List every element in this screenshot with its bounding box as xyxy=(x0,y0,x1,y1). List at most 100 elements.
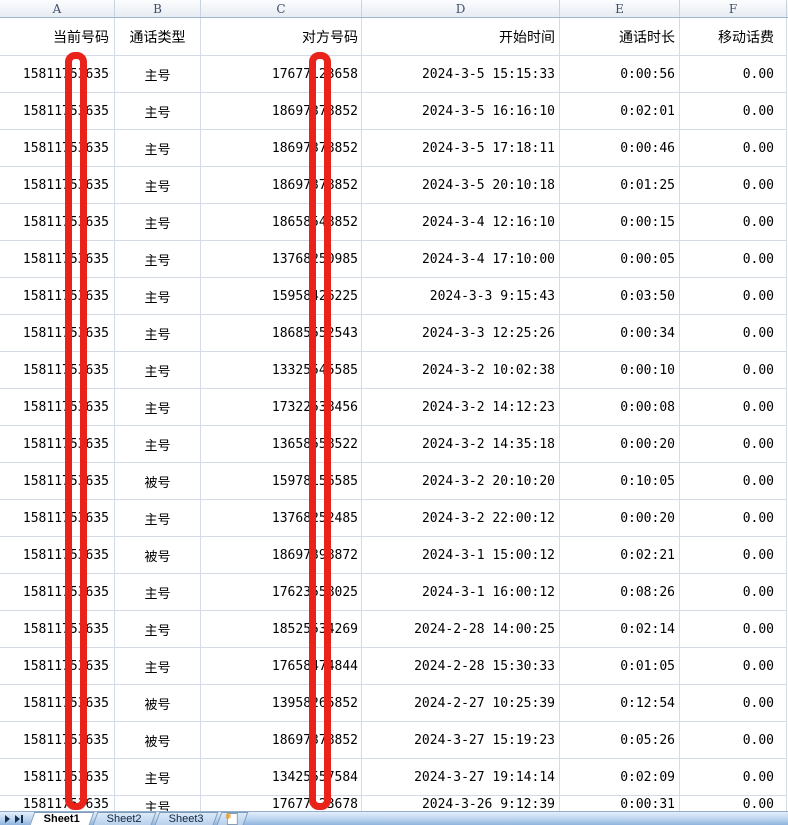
table-cell[interactable]: 15811753635 xyxy=(0,426,115,463)
table-cell[interactable]: 13958265852 xyxy=(201,685,362,722)
header-cell[interactable]: 通话类型 xyxy=(115,18,201,56)
table-cell[interactable]: 主号 xyxy=(115,315,201,352)
table-cell[interactable]: 0:02:09 xyxy=(560,759,680,796)
table-cell[interactable]: 主号 xyxy=(115,796,201,813)
table-cell[interactable]: 13325545585 xyxy=(201,352,362,389)
table-cell[interactable]: 主号 xyxy=(115,204,201,241)
table-cell[interactable]: 0:01:25 xyxy=(560,167,680,204)
table-cell[interactable]: 15811753635 xyxy=(0,315,115,352)
table-cell[interactable]: 15811753635 xyxy=(0,56,115,93)
table-cell[interactable]: 2024-3-1 15:00:12 xyxy=(362,537,560,574)
table-cell[interactable]: 0:10:05 xyxy=(560,463,680,500)
table-cell[interactable]: 0:00:46 xyxy=(560,130,680,167)
table-cell[interactable]: 0:02:01 xyxy=(560,93,680,130)
table-cell[interactable]: 被号 xyxy=(115,537,201,574)
table-cell[interactable]: 0:12:54 xyxy=(560,685,680,722)
table-cell[interactable]: 17677123658 xyxy=(201,56,362,93)
table-cell[interactable]: 2024-3-3 9:15:43 xyxy=(362,278,560,315)
header-cell[interactable]: 移动话费 xyxy=(680,18,787,56)
table-cell[interactable]: 0.00 xyxy=(680,500,787,537)
table-cell[interactable]: 15811753635 xyxy=(0,130,115,167)
table-cell[interactable]: 2024-3-5 20:10:18 xyxy=(362,167,560,204)
sheet-scroll-next-icon[interactable] xyxy=(5,814,10,823)
table-cell[interactable]: 17623558025 xyxy=(201,574,362,611)
table-cell[interactable]: 2024-3-4 12:16:10 xyxy=(362,204,560,241)
table-cell[interactable]: 15811753635 xyxy=(0,500,115,537)
table-cell[interactable]: 0.00 xyxy=(680,426,787,463)
table-cell[interactable]: 15811753635 xyxy=(0,352,115,389)
table-cell[interactable]: 15811753635 xyxy=(0,204,115,241)
table-cell[interactable]: 主号 xyxy=(115,278,201,315)
table-cell[interactable]: 0.00 xyxy=(680,759,787,796)
table-cell[interactable]: 0.00 xyxy=(680,389,787,426)
table-cell[interactable]: 主号 xyxy=(115,167,201,204)
column-header-e[interactable]: E xyxy=(560,0,680,17)
table-cell[interactable]: 主号 xyxy=(115,241,201,278)
table-cell[interactable]: 0:08:26 xyxy=(560,574,680,611)
table-cell[interactable]: 主号 xyxy=(115,500,201,537)
table-cell[interactable]: 15811753635 xyxy=(0,685,115,722)
table-cell[interactable]: 0:00:56 xyxy=(560,56,680,93)
table-cell[interactable]: 0:00:20 xyxy=(560,426,680,463)
table-cell[interactable]: 0.00 xyxy=(680,204,787,241)
table-cell[interactable]: 15811753635 xyxy=(0,167,115,204)
column-header-f[interactable]: F xyxy=(680,0,787,17)
table-cell[interactable]: 0:05:26 xyxy=(560,722,680,759)
table-cell[interactable]: 0:03:50 xyxy=(560,278,680,315)
sheet-scroll-last-icon[interactable] xyxy=(15,814,23,823)
table-cell[interactable]: 15811753635 xyxy=(0,389,115,426)
table-cell[interactable]: 0:02:21 xyxy=(560,537,680,574)
column-header-a[interactable]: A xyxy=(0,0,115,17)
table-cell[interactable]: 0.00 xyxy=(680,241,787,278)
table-cell[interactable]: 被号 xyxy=(115,463,201,500)
table-cell[interactable]: 13425557584 xyxy=(201,759,362,796)
table-cell[interactable]: 15811753635 xyxy=(0,611,115,648)
header-cell[interactable]: 开始时间 xyxy=(362,18,560,56)
table-cell[interactable]: 0:00:20 xyxy=(560,500,680,537)
table-cell[interactable]: 2024-3-2 22:00:12 xyxy=(362,500,560,537)
table-cell[interactable]: 15811753635 xyxy=(0,759,115,796)
table-cell[interactable]: 0.00 xyxy=(680,796,787,813)
table-cell[interactable]: 2024-3-2 10:02:38 xyxy=(362,352,560,389)
table-cell[interactable]: 2024-3-3 12:25:26 xyxy=(362,315,560,352)
table-cell[interactable]: 0.00 xyxy=(680,722,787,759)
table-cell[interactable]: 主号 xyxy=(115,574,201,611)
table-cell[interactable]: 2024-3-2 14:35:18 xyxy=(362,426,560,463)
table-cell[interactable]: 2024-2-28 14:00:25 xyxy=(362,611,560,648)
table-cell[interactable]: 15811753635 xyxy=(0,278,115,315)
table-cell[interactable]: 主号 xyxy=(115,352,201,389)
header-cell[interactable]: 对方号码 xyxy=(201,18,362,56)
table-cell[interactable]: 15811753635 xyxy=(0,93,115,130)
table-cell[interactable]: 0.00 xyxy=(680,278,787,315)
table-cell[interactable]: 2024-3-1 16:00:12 xyxy=(362,574,560,611)
table-cell[interactable]: 2024-3-5 16:16:10 xyxy=(362,93,560,130)
table-cell[interactable]: 0:01:05 xyxy=(560,648,680,685)
table-cell[interactable]: 被号 xyxy=(115,685,201,722)
table-cell[interactable]: 18697398872 xyxy=(201,537,362,574)
table-cell[interactable]: 2024-3-5 17:18:11 xyxy=(362,130,560,167)
table-cell[interactable]: 15958426225 xyxy=(201,278,362,315)
table-cell[interactable]: 13768252485 xyxy=(201,500,362,537)
table-cell[interactable]: 2024-3-2 14:12:23 xyxy=(362,389,560,426)
table-cell[interactable]: 主号 xyxy=(115,759,201,796)
table-cell[interactable]: 18685552543 xyxy=(201,315,362,352)
table-cell[interactable]: 17658474844 xyxy=(201,648,362,685)
table-cell[interactable]: 0:00:31 xyxy=(560,796,680,813)
table-cell[interactable]: 18697378852 xyxy=(201,722,362,759)
table-cell[interactable]: 17322538456 xyxy=(201,389,362,426)
table-cell[interactable]: 主号 xyxy=(115,611,201,648)
table-cell[interactable]: 2024-3-27 15:19:23 xyxy=(362,722,560,759)
table-cell[interactable]: 0:02:14 xyxy=(560,611,680,648)
header-cell[interactable]: 通话时长 xyxy=(560,18,680,56)
table-cell[interactable]: 15811753635 xyxy=(0,574,115,611)
table-cell[interactable]: 0.00 xyxy=(680,93,787,130)
table-cell[interactable]: 0.00 xyxy=(680,130,787,167)
table-cell[interactable]: 0:00:08 xyxy=(560,389,680,426)
sheet-tab-sheet1[interactable]: Sheet1 xyxy=(29,812,95,825)
table-cell[interactable]: 0:00:34 xyxy=(560,315,680,352)
table-cell[interactable]: 0.00 xyxy=(680,315,787,352)
table-cell[interactable]: 18697378852 xyxy=(201,167,362,204)
table-cell[interactable]: 0.00 xyxy=(680,56,787,93)
table-cell[interactable]: 13658558522 xyxy=(201,426,362,463)
column-header-c[interactable]: C xyxy=(201,0,362,17)
